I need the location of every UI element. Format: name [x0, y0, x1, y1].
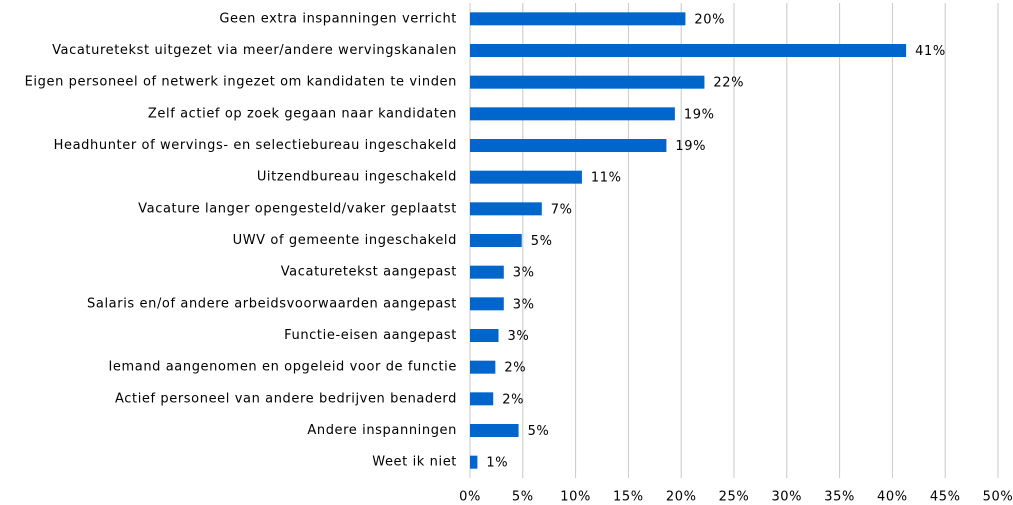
value-label: 19%: [684, 107, 715, 122]
category-label: Andere inspanningen: [307, 423, 457, 438]
x-tick-label: 25%: [719, 490, 750, 505]
bar: [470, 75, 705, 89]
value-label: 7%: [551, 202, 573, 217]
x-tick-label: 0%: [459, 490, 481, 505]
value-label: 5%: [528, 424, 550, 439]
bar: [470, 12, 686, 26]
bar: [470, 424, 519, 437]
bar: [470, 170, 582, 184]
value-label: 3%: [513, 297, 535, 312]
x-tick-label: 5%: [512, 490, 534, 505]
bar: [470, 392, 494, 406]
category-label: Zelf actief op zoek gegaan naar kandidat…: [148, 106, 457, 121]
bar: [470, 202, 542, 216]
x-tick-label: 10%: [560, 490, 591, 505]
value-label: 22%: [713, 76, 744, 91]
value-label: 5%: [531, 234, 553, 249]
x-tick-label: 50%: [983, 490, 1013, 505]
x-tick-label: 40%: [877, 490, 908, 505]
category-label: Vacaturetekst aangepast: [281, 265, 457, 280]
value-label: 41%: [915, 44, 946, 59]
value-label: 2%: [504, 361, 526, 376]
bar: [470, 265, 504, 279]
value-label: 3%: [513, 266, 535, 281]
category-label: Actief personeel van andere bedrijven be…: [115, 391, 457, 406]
category-label: Headhunter of wervings- en selectieburea…: [54, 138, 457, 153]
category-label: Weet ik niet: [372, 455, 457, 470]
value-label: 3%: [508, 329, 530, 344]
category-label: Vacaturetekst uitgezet via meer/andere w…: [52, 43, 457, 58]
bar: [470, 360, 496, 374]
category-label: Uitzendbureau ingeschakeld: [257, 170, 457, 185]
value-label: 19%: [675, 139, 706, 154]
x-tick-label: 20%: [666, 490, 697, 505]
bar: [470, 139, 667, 152]
category-label: UWV of gemeente ingeschakeld: [233, 233, 457, 248]
bar: [470, 455, 478, 469]
value-label: 2%: [502, 392, 524, 407]
bar: [470, 234, 522, 247]
value-label: 20%: [694, 12, 725, 27]
value-label: 11%: [591, 171, 622, 186]
bar: [470, 297, 504, 311]
bar: [470, 329, 499, 342]
value-label: 1%: [486, 456, 508, 471]
x-tick-label: 35%: [824, 490, 855, 505]
x-tick-label: 45%: [930, 490, 961, 505]
x-tick-label: 30%: [771, 490, 802, 505]
category-label: Vacature langer opengesteld/vaker geplaa…: [138, 201, 457, 216]
category-label: Eigen personeel of netwerk ingezet om ka…: [25, 75, 457, 90]
bar: [470, 107, 675, 121]
category-label: Iemand aangenomen en opgeleid voor de fu…: [108, 360, 457, 375]
x-tick-label: 15%: [613, 490, 644, 505]
bar: [470, 44, 907, 57]
category-label: Geen extra inspanningen verricht: [219, 11, 457, 26]
category-label: Salaris en/of andere arbeidsvoorwaarden …: [87, 296, 457, 311]
category-label: Functie-eisen aangepast: [284, 328, 457, 343]
